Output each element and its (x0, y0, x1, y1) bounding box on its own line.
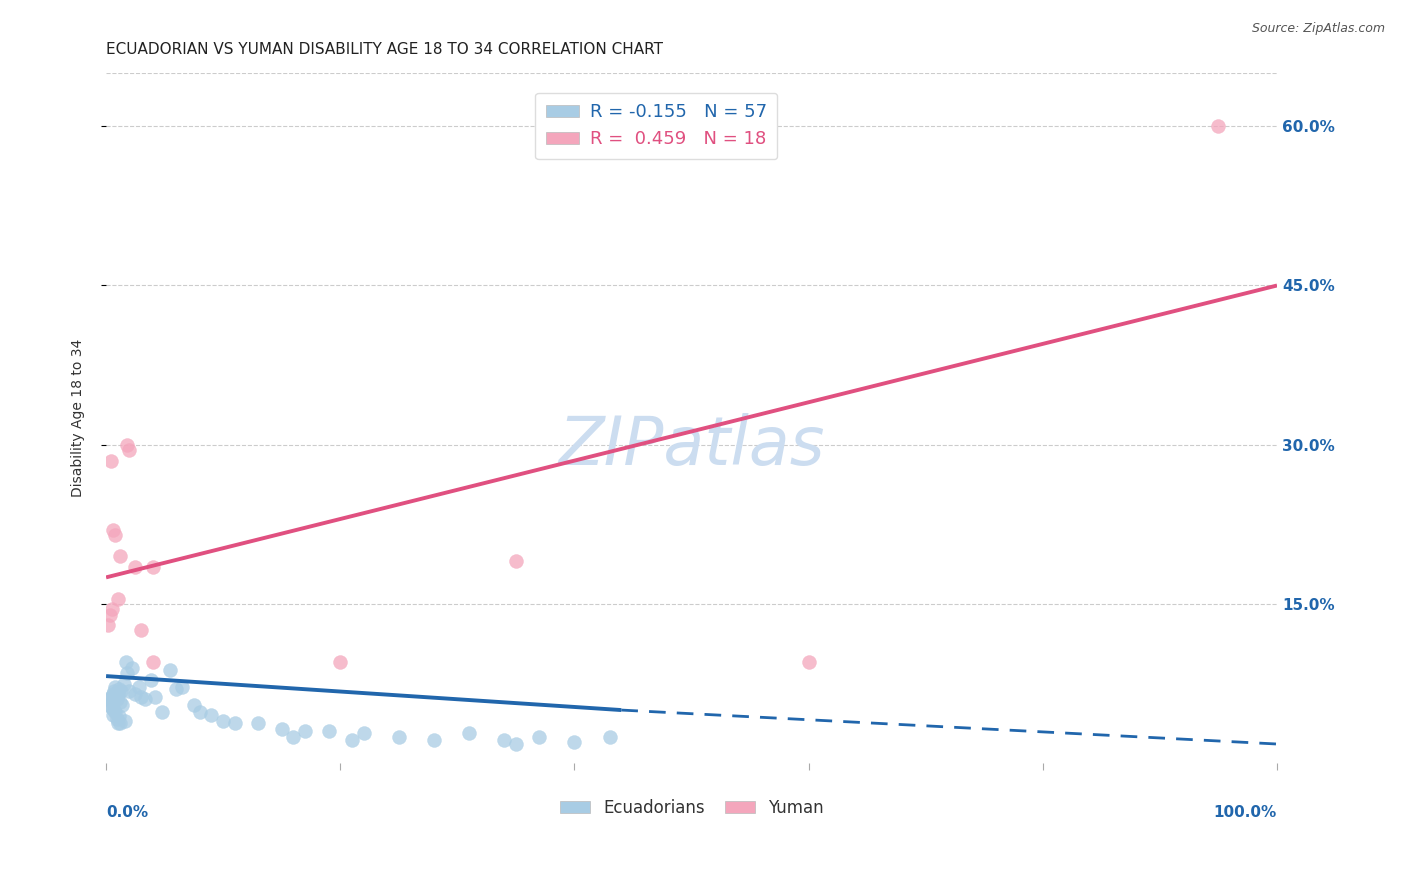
Point (183, 698, 205, 712)
Point (105, 692, 128, 706)
Y-axis label: Disability Age 18 to 34: Disability Age 18 to 34 (72, 339, 86, 498)
Point (388, 730, 411, 744)
Legend: Ecuadorians, Yuman: Ecuadorians, Yuman (553, 792, 830, 824)
Text: Source: ZipAtlas.com: Source: ZipAtlas.com (1251, 22, 1385, 36)
Text: 0.0%: 0.0% (105, 805, 148, 820)
Point (270, 722, 292, 736)
Point (108, 549, 131, 563)
Point (111, 698, 134, 712)
Point (108, 709, 131, 723)
Point (97, 698, 120, 712)
Point (142, 559, 165, 574)
Point (98, 692, 121, 706)
Point (159, 663, 181, 677)
Point (353, 726, 375, 740)
Point (247, 715, 270, 730)
Point (200, 708, 222, 723)
Point (318, 724, 340, 739)
Point (101, 523, 124, 537)
Point (98, 607, 121, 622)
Point (212, 714, 235, 728)
Point (529, 730, 551, 744)
Point (329, 655, 352, 669)
Point (165, 681, 187, 696)
Point (224, 715, 246, 730)
Point (115, 665, 138, 680)
Point (97, 618, 120, 632)
Point (283, 730, 305, 744)
Point (100, 690, 122, 705)
Point (121, 660, 143, 674)
Point (118, 684, 141, 698)
Point (108, 681, 131, 696)
Point (142, 655, 165, 669)
Point (124, 559, 146, 574)
Text: ZIPatlas: ZIPatlas (558, 413, 825, 479)
Text: ECUADORIAN VS YUMAN DISABILITY AGE 18 TO 34 CORRELATION CHART: ECUADORIAN VS YUMAN DISABILITY AGE 18 TO… (105, 42, 664, 57)
Point (104, 680, 127, 694)
Point (110, 684, 132, 698)
Point (505, 554, 527, 568)
Point (150, 705, 173, 719)
Point (104, 528, 127, 542)
Point (101, 701, 124, 715)
Point (112, 676, 135, 690)
Point (107, 687, 129, 701)
Point (124, 687, 146, 701)
Point (118, 442, 141, 457)
Point (505, 737, 527, 751)
Point (134, 692, 156, 706)
Point (114, 714, 136, 728)
Point (139, 673, 162, 688)
Point (115, 438, 138, 452)
Point (797, 655, 820, 669)
Point (458, 726, 481, 740)
Point (340, 732, 363, 747)
Point (172, 680, 194, 694)
Point (105, 712, 128, 726)
Point (128, 680, 150, 694)
Point (115, 655, 138, 669)
Point (100, 453, 122, 467)
Point (101, 687, 124, 701)
Point (101, 708, 124, 723)
Point (104, 705, 127, 719)
Text: 100.0%: 100.0% (1213, 805, 1277, 820)
Point (129, 690, 152, 705)
Point (599, 730, 621, 744)
Point (564, 735, 586, 749)
Point (188, 705, 211, 719)
Point (1208, 120, 1230, 134)
Point (107, 715, 129, 730)
Point (143, 690, 166, 705)
Point (423, 732, 446, 747)
Point (108, 695, 131, 709)
Point (107, 591, 129, 606)
Point (101, 695, 124, 709)
Point (103, 703, 125, 717)
Point (129, 624, 152, 638)
Point (108, 715, 131, 730)
Point (101, 602, 124, 616)
Point (494, 732, 516, 747)
Point (103, 684, 125, 698)
Point (294, 724, 316, 739)
